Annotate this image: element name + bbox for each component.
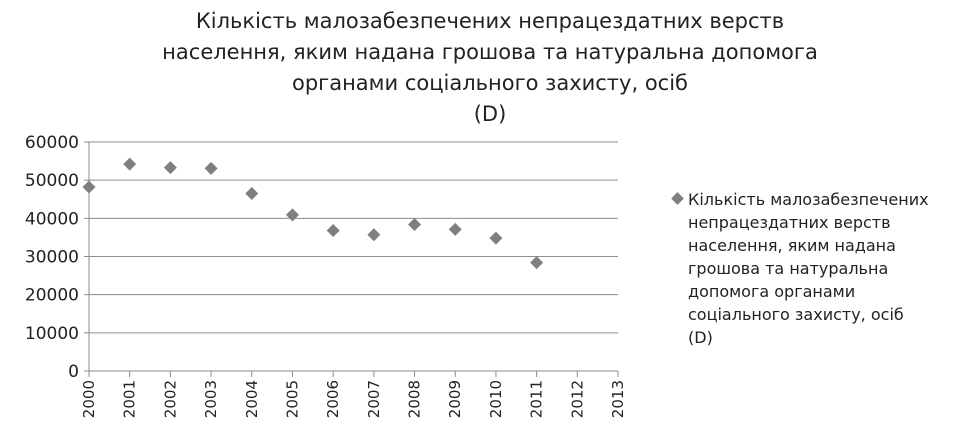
y-tick-labels: 0 10000 20000 30000 40000 50000 60000 (25, 133, 79, 382)
chart-title-line-3-suffix: (D) (473, 102, 507, 126)
x-tick-label: 2008 (406, 380, 424, 418)
y-tick-label: 50000 (25, 171, 79, 191)
y-tick-label: 40000 (25, 209, 79, 229)
data-point (530, 256, 544, 270)
legend-line-7: (D) (688, 328, 713, 347)
x-tick-label: 2002 (161, 380, 179, 418)
x-tick-label: 2004 (243, 380, 261, 418)
chart-title-line-3: органами соціального захисту, осіб (D) (100, 68, 880, 130)
data-point (285, 208, 299, 222)
x-tick-label: 2007 (365, 380, 383, 418)
axes (84, 141, 619, 377)
x-tick-label: 2013 (609, 380, 627, 418)
x-tick-label: 2005 (283, 380, 301, 418)
legend-line-1: Кількість малозабезпечених (688, 190, 929, 209)
legend-line-6: соціального захисту, осіб (688, 305, 904, 324)
x-tick-labels: 2000 2001 2002 2003 2004 2005 2006 2007 2008 2009… (80, 380, 627, 418)
x-tick-label: 2011 (528, 380, 546, 418)
legend-line-2: непрацездатних верств (688, 213, 891, 232)
y-tick-label: 0 (68, 362, 79, 382)
legend-line-4: грошова та натуральна (688, 259, 889, 278)
data-point (123, 157, 137, 171)
x-tick-label: 2012 (568, 380, 586, 418)
data-point (82, 180, 96, 194)
chart-title-line-2: населення, яким надана грошова та натура… (162, 40, 818, 64)
x-tick-label: 2010 (487, 380, 505, 418)
data-point (408, 217, 422, 231)
y-tick-label: 20000 (25, 286, 79, 306)
y-tick-label: 10000 (25, 324, 79, 344)
gridlines (89, 141, 618, 334)
x-tick-label: 2000 (80, 380, 98, 418)
data-point (489, 231, 503, 245)
data-point (204, 161, 218, 175)
data-point (163, 161, 177, 175)
data-point (367, 228, 381, 242)
x-tick-label: 2003 (202, 380, 220, 418)
data-point (326, 224, 340, 238)
data-point (245, 187, 259, 201)
chart-title-line-1: Кількість малозабезпечених непрацездатни… (195, 9, 785, 33)
legend-line-5: допомога органами (688, 282, 856, 301)
x-tick-label: 2001 (121, 380, 139, 418)
legend-label: Кількість малозабезпечених непрацездатни… (688, 188, 960, 349)
y-tick-label: 60000 (25, 133, 79, 153)
data-points (82, 157, 544, 270)
chart-title-line-3-text: органами соціального захисту, осіб (291, 71, 689, 95)
x-tick-label: 2006 (324, 380, 342, 418)
x-tick-label: 2009 (446, 380, 464, 418)
chart-title: Кількість малозабезпечених непрацездатни… (100, 6, 880, 130)
y-tick-label: 30000 (25, 248, 79, 268)
legend-line-3: населення, яким надана (688, 236, 896, 255)
data-point (448, 222, 462, 236)
